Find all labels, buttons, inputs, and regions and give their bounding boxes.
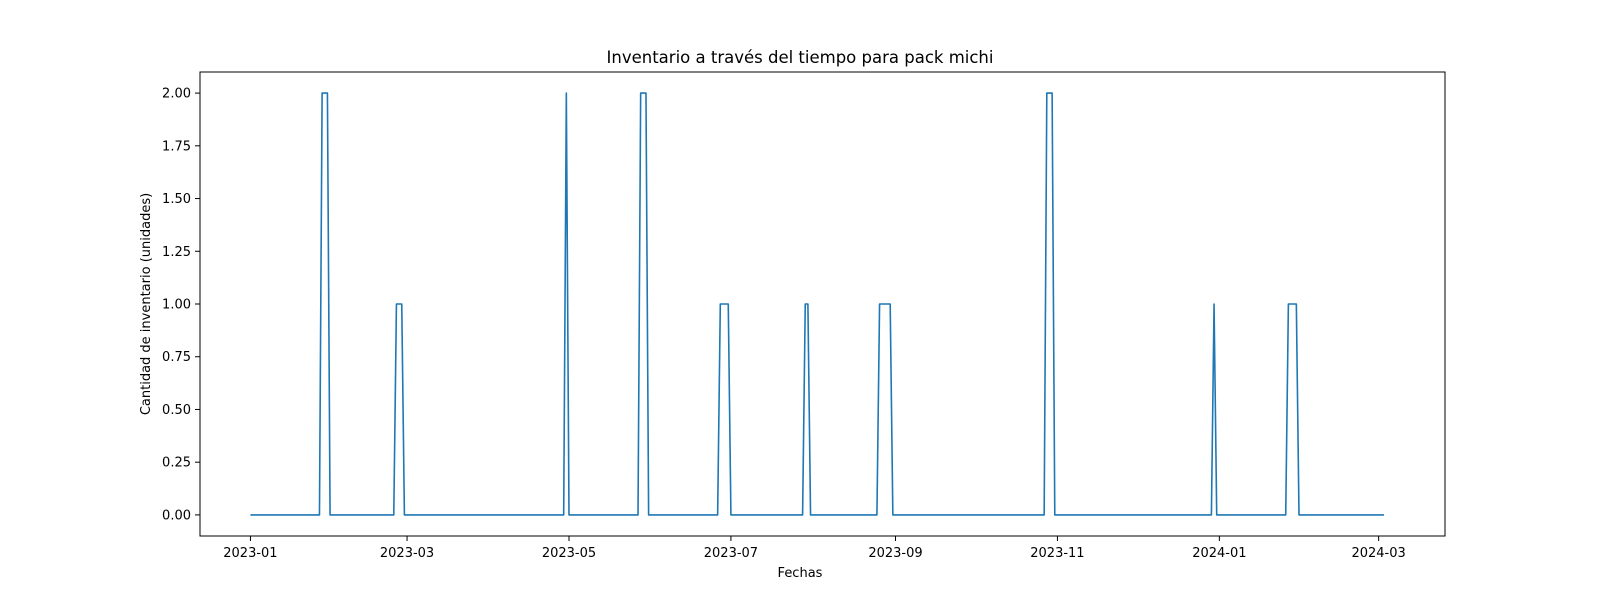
chart-title: Inventario a través del tiempo para pack… [607,48,994,67]
y-tick-label: 1.25 [162,245,191,260]
axes-frame [199,71,1446,537]
x-tick-label: 2023-11 [1030,546,1084,561]
x-tick-label: 2023-07 [704,546,758,561]
x-tick-label: 2023-09 [868,546,922,561]
y-tick-label: 1.00 [162,298,191,313]
x-tick-label: 2024-01 [1192,546,1246,561]
x-tick-label: 2024-03 [1351,546,1405,561]
x-tick-label: 2023-03 [380,546,434,561]
y-tick-label: 2.00 [162,87,191,102]
series-line [250,92,1384,516]
y-tick-label: 0.75 [162,350,191,365]
y-tick-label: 1.50 [162,192,191,207]
y-tick-label: 0.00 [162,508,191,523]
x-tick-label: 2023-01 [223,546,277,561]
y-axis-label: Cantidad de inventario (unidades) [139,193,154,415]
y-tick-label: 0.25 [162,456,191,471]
x-axis-label: Fechas [778,566,823,581]
y-tick-label: 0.50 [162,403,191,418]
plot-area: 2023-01 2023-03 2023-05 2023-07 2023-09 2023-… [162,71,1446,561]
y-tick-label: 1.75 [162,139,191,154]
x-tick-label: 2023-05 [542,546,596,561]
